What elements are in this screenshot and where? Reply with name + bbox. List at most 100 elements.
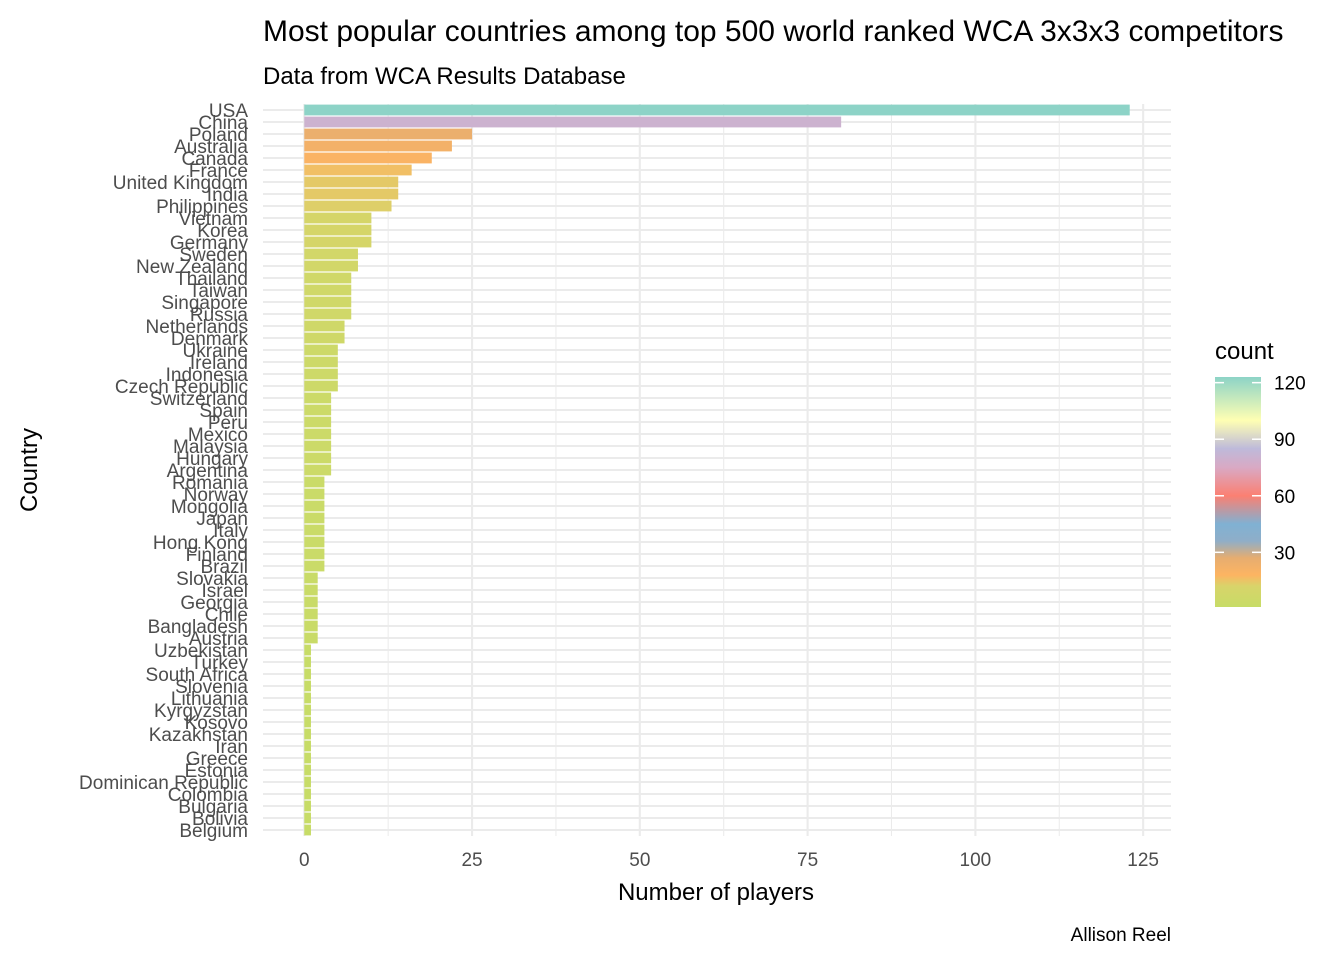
y-tick-label: Japan: [196, 509, 248, 530]
bar-bolivia: [304, 812, 311, 824]
y-tick-label: Czech Republic: [115, 377, 248, 398]
bar-vietnam: [304, 212, 372, 224]
bar-norway: [304, 488, 325, 500]
y-tick-label: Dominican Republic: [79, 773, 248, 794]
bar-japan: [304, 512, 325, 524]
y-tick-label: Hungary: [176, 449, 248, 470]
y-tick-label: Austria: [189, 629, 249, 650]
bar-israel: [304, 584, 318, 596]
bar-ukraine: [304, 344, 338, 356]
y-tick-label: South Africa: [146, 665, 249, 686]
y-tick-label: Denmark: [171, 329, 249, 350]
bar-hong-kong: [304, 536, 325, 548]
y-tick-label: Netherlands: [146, 317, 248, 338]
y-tick-label: Turkey: [191, 653, 249, 674]
bar-south-africa: [304, 668, 311, 680]
y-tick-label: France: [189, 161, 248, 182]
y-tick-label: Switzerland: [150, 389, 248, 410]
bar-new-zealand: [304, 260, 358, 272]
y-tick-label: India: [207, 185, 249, 206]
bar-mongolia: [304, 500, 325, 512]
bar-estonia: [304, 764, 311, 776]
y-tick-label: Philippines: [156, 197, 248, 218]
y-tick-label: Kyrgyzstan: [154, 701, 248, 722]
bar-denmark: [304, 332, 345, 344]
legend: count 30 60 90 120: [1215, 338, 1306, 607]
x-tick-label: 25: [461, 850, 482, 871]
bar-philippines: [304, 200, 392, 212]
y-tick-label: Italy: [213, 521, 248, 542]
legend-tick-label: 120: [1274, 374, 1306, 395]
bar-switzerland: [304, 392, 332, 404]
bar-kosovo: [304, 716, 311, 728]
x-tick-label: 100: [960, 850, 992, 871]
bar-hungary: [304, 452, 332, 464]
y-tick-label: Kazakhstan: [149, 725, 248, 746]
bar-chile: [304, 608, 318, 620]
bar-mexico: [304, 428, 332, 440]
x-tick-label: 0: [299, 850, 310, 871]
bar-spain: [304, 404, 332, 416]
chart-title: Most popular countries among top 500 wor…: [263, 15, 1284, 48]
y-tick-label: Belgium: [179, 821, 248, 842]
y-tick-label: Ireland: [190, 353, 248, 374]
bar-romania: [304, 476, 325, 488]
y-tick-label: Brazil: [200, 557, 248, 578]
y-tick-label: Chile: [205, 605, 248, 626]
bar-india: [304, 188, 399, 200]
bar-france: [304, 164, 412, 176]
y-tick-label: Colombia: [168, 785, 249, 806]
y-tick-label: Argentina: [167, 461, 249, 482]
y-tick-label: Bulgaria: [178, 797, 248, 818]
y-tick-label: Bolivia: [192, 809, 248, 830]
y-tick-label: Mongolia: [171, 497, 249, 518]
bar-poland: [304, 128, 473, 140]
bar-belgium: [304, 824, 311, 836]
grid: [263, 104, 1171, 836]
x-tick-label: 125: [1127, 850, 1159, 871]
bar-korea: [304, 224, 372, 236]
bar-turkey: [304, 656, 311, 668]
bar-kyrgyzstan: [304, 704, 311, 716]
y-tick-label: Kosovo: [185, 713, 248, 734]
y-tick-label: Iran: [215, 737, 248, 758]
bar-argentina: [304, 464, 332, 476]
bar-italy: [304, 524, 325, 536]
y-tick-label: Poland: [189, 125, 248, 146]
y-tick-label: Vietnam: [179, 209, 248, 230]
bar-usa: [304, 104, 1130, 116]
y-tick-label: Russia: [190, 305, 249, 326]
bar-canada: [304, 152, 432, 164]
y-tick-label: Israel: [202, 581, 248, 602]
bar-lithuania: [304, 692, 311, 704]
bar-greece: [304, 752, 311, 764]
x-tick-label: 75: [797, 850, 818, 871]
bar-bulgaria: [304, 800, 311, 812]
bar-united-kingdom: [304, 176, 399, 188]
bar-kazakhstan: [304, 728, 311, 740]
bar-singapore: [304, 296, 352, 308]
x-tick-label: 50: [629, 850, 650, 871]
x-axis-title: Number of players: [618, 879, 814, 906]
y-tick-label: New Zealand: [136, 257, 248, 278]
legend-tick-label: 60: [1274, 487, 1295, 508]
bar-russia: [304, 308, 352, 320]
legend-title: count: [1215, 338, 1274, 365]
legend-colorbar: [1215, 377, 1261, 607]
y-tick-label: Ukraine: [183, 341, 248, 362]
y-tick-label: Mexico: [188, 425, 248, 446]
y-tick-label: Germany: [170, 233, 249, 254]
chart-subtitle: Data from WCA Results Database: [263, 63, 626, 90]
legend-tick-label: 30: [1274, 543, 1295, 564]
bar-ireland: [304, 356, 338, 368]
bar-uzbekistan: [304, 644, 311, 656]
y-tick-label: USA: [209, 101, 248, 122]
y-tick-label: Romania: [172, 473, 248, 494]
y-tick-label: Uzbekistan: [154, 641, 248, 662]
bar-slovakia: [304, 572, 318, 584]
bar-dominican-republic: [304, 776, 311, 788]
y-tick-label: China: [198, 113, 248, 134]
y-tick-label: Indonesia: [166, 365, 249, 386]
bar-bangladesh: [304, 620, 318, 632]
